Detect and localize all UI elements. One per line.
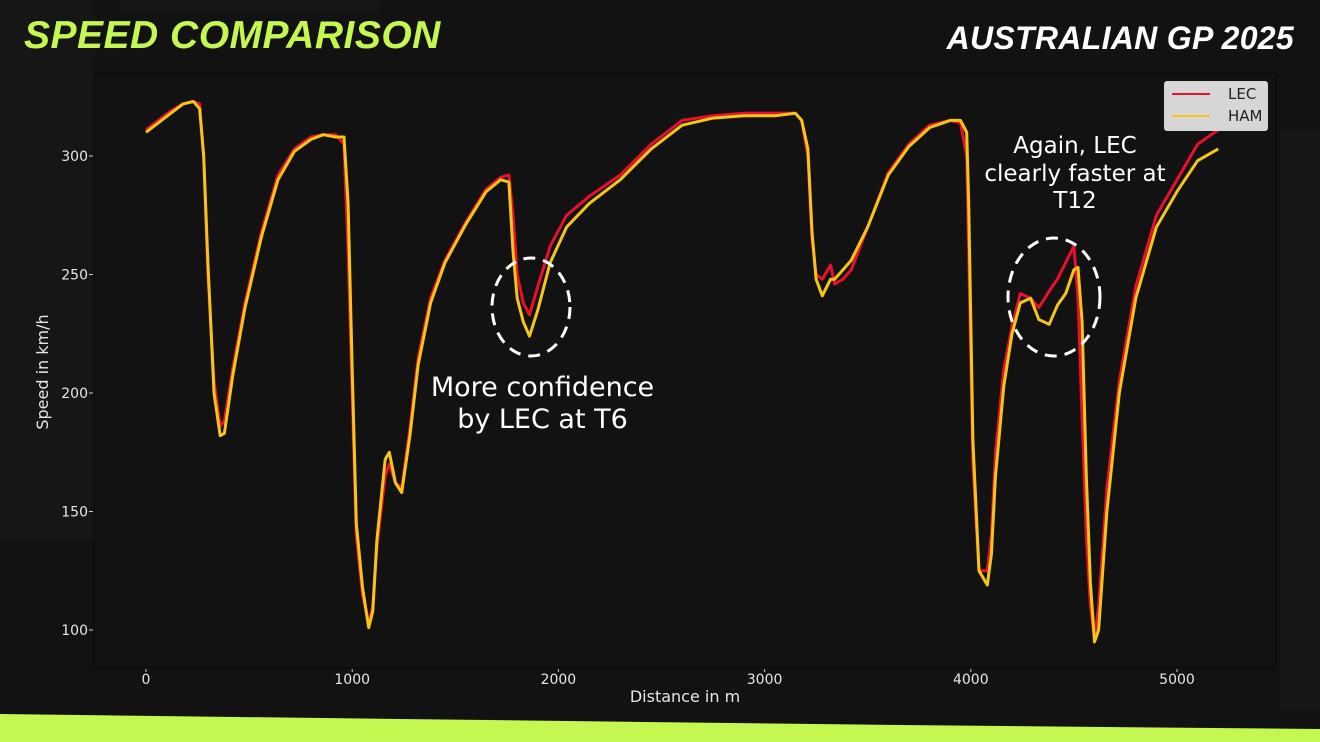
x-tick-label: 3000 [747,672,783,688]
x-tick-label: 5000 [1159,672,1195,688]
y-axis-ticks: 100 150 200 250 300 [61,149,93,639]
y-tick-label: 300 [61,149,88,165]
legend-swatch-lec [1172,93,1210,95]
legend-item-ham: HAM [1172,106,1262,126]
legend-swatch-ham [1172,115,1210,117]
line-ham [145,100,1219,644]
annotation-t6: More confidence by LEC at T6 [430,372,655,436]
event-title: AUSTRALIAN GP 2025 [946,20,1294,56]
page-title: SPEED COMPARISON [24,14,441,57]
legend-label: LEC [1228,85,1257,103]
annotation-t12: Again, LEC clearly faster at T12 [984,133,1166,215]
x-axis-ticks: 0 1000 2000 3000 4000 5000 [142,669,1195,688]
background-tile [1280,130,1320,710]
t6-highlight-circle [490,256,572,358]
background-tile [120,0,380,10]
y-tick-label: 200 [61,386,88,402]
plot-area [93,72,1277,669]
legend-label: HAM [1228,107,1263,125]
background-tile [0,0,95,540]
x-tick-label: 0 [142,672,151,688]
chart-legend: LEC HAM [1164,81,1268,131]
series-lines [145,100,1220,644]
y-tick-label: 250 [61,268,88,284]
x-tick-label: 1000 [334,672,370,688]
y-tick-label: 100 [61,623,88,639]
x-tick-label: 2000 [541,672,577,688]
x-axis-label: Distance in m [630,687,740,706]
t12-highlight-circle [1006,236,1102,358]
y-axis-label: Speed in km/h [33,314,52,429]
y-tick-label: 150 [61,505,88,521]
x-tick-label: 4000 [953,672,989,688]
legend-item-lec: LEC [1172,84,1256,104]
